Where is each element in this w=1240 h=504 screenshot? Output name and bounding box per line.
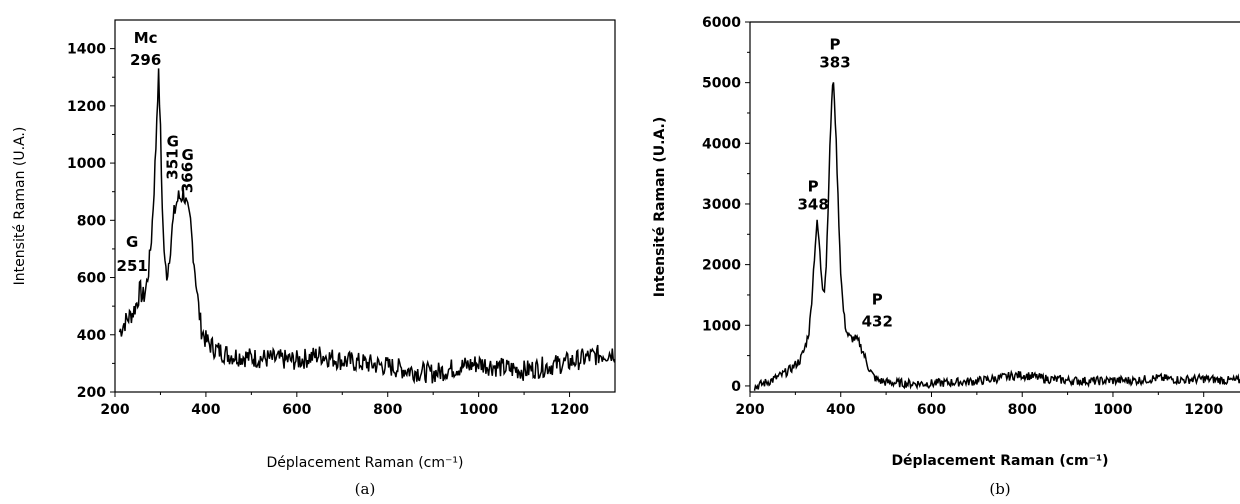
chart-panel-a: 200 400 600 800 1000 1200 200 400 600 800 1000 1200…: [12, 19, 616, 498]
chart-panel-b: 200 400 600 800 1000 1200 0 1000 2000 3000 4000 500…: [652, 15, 1240, 498]
y-tick-label-a-5: 1200: [67, 99, 106, 115]
peak-label-a-3: G: [181, 146, 193, 164]
x-tick-label-b-5: 1200: [1184, 402, 1223, 418]
x-tick-label-a-0: 200: [100, 402, 129, 418]
x-tick-label-b-4: 1000: [1093, 402, 1132, 418]
tick-group-a: 200 400 600 800 1000 1200 200 400 600 800 1000 1200…: [67, 42, 589, 418]
peak-label-a-1: G: [126, 233, 138, 251]
x-tick-label-a-5: 1200: [550, 402, 589, 418]
y-axis-title-b: Intensité Raman (U.A.): [652, 117, 668, 298]
peak-value-a-1: 251: [117, 257, 148, 275]
peak-value-a-2: 351: [164, 148, 182, 179]
caption-b: (b): [989, 480, 1010, 498]
y-tick-label-b-2: 2000: [702, 258, 741, 274]
y-tick-label-b-4: 4000: [702, 136, 741, 152]
y-tick-label-a-1: 400: [77, 328, 106, 344]
y-tick-label-a-4: 1000: [67, 156, 106, 172]
peak-label-a-0: Mc: [134, 29, 158, 47]
peak-value-b-1: 348: [797, 195, 828, 213]
spectrum-line-b: [753, 82, 1240, 391]
peak-label-b-2: P: [872, 291, 883, 309]
peak-value-b-2: 432: [862, 313, 893, 331]
y-tick-label-a-3: 800: [77, 213, 106, 229]
plot-frame-a: [114, 19, 616, 393]
y-tick-label-b-6: 6000: [702, 15, 741, 31]
caption-a: (a): [355, 480, 376, 498]
peak-value-a-0: 296: [130, 51, 161, 69]
y-tick-label-b-5: 5000: [702, 76, 741, 92]
x-tick-label-b-1: 400: [826, 402, 855, 418]
x-tick-label-a-2: 600: [282, 402, 311, 418]
peak-label-b-0: P: [830, 36, 841, 54]
y-tick-label-a-0: 200: [77, 385, 106, 401]
x-tick-label-a-4: 1000: [459, 402, 498, 418]
x-tick-label-a-1: 400: [191, 402, 220, 418]
x-axis-title-a: Déplacement Raman (cm⁻¹): [267, 455, 464, 471]
x-tick-label-b-2: 600: [917, 402, 946, 418]
x-tick-label-b-0: 200: [735, 402, 764, 418]
spectrum-line-a: [118, 68, 616, 385]
y-axis-title-a: Intensité Raman (U.A.): [12, 127, 28, 286]
peak-label-b-1: P: [808, 177, 819, 195]
y-tick-label-b-3: 3000: [702, 197, 741, 213]
peak-value-b-0: 383: [819, 54, 850, 72]
x-tick-label-a-3: 800: [373, 402, 402, 418]
y-tick-label-a-6: 1400: [67, 42, 106, 58]
tick-group-b: 200 400 600 800 1000 1200 0 1000 2000 3000 4000 500…: [702, 15, 1223, 418]
x-axis-title-b: Déplacement Raman (cm⁻¹): [891, 453, 1108, 469]
peak-value-a-3: 366: [178, 162, 196, 193]
x-tick-label-b-3: 800: [1008, 402, 1037, 418]
y-tick-label-b-0: 0: [731, 379, 741, 395]
y-tick-label-b-1: 1000: [702, 318, 741, 334]
peak-label-a-2: G: [167, 133, 179, 151]
y-tick-label-a-2: 600: [77, 271, 106, 287]
